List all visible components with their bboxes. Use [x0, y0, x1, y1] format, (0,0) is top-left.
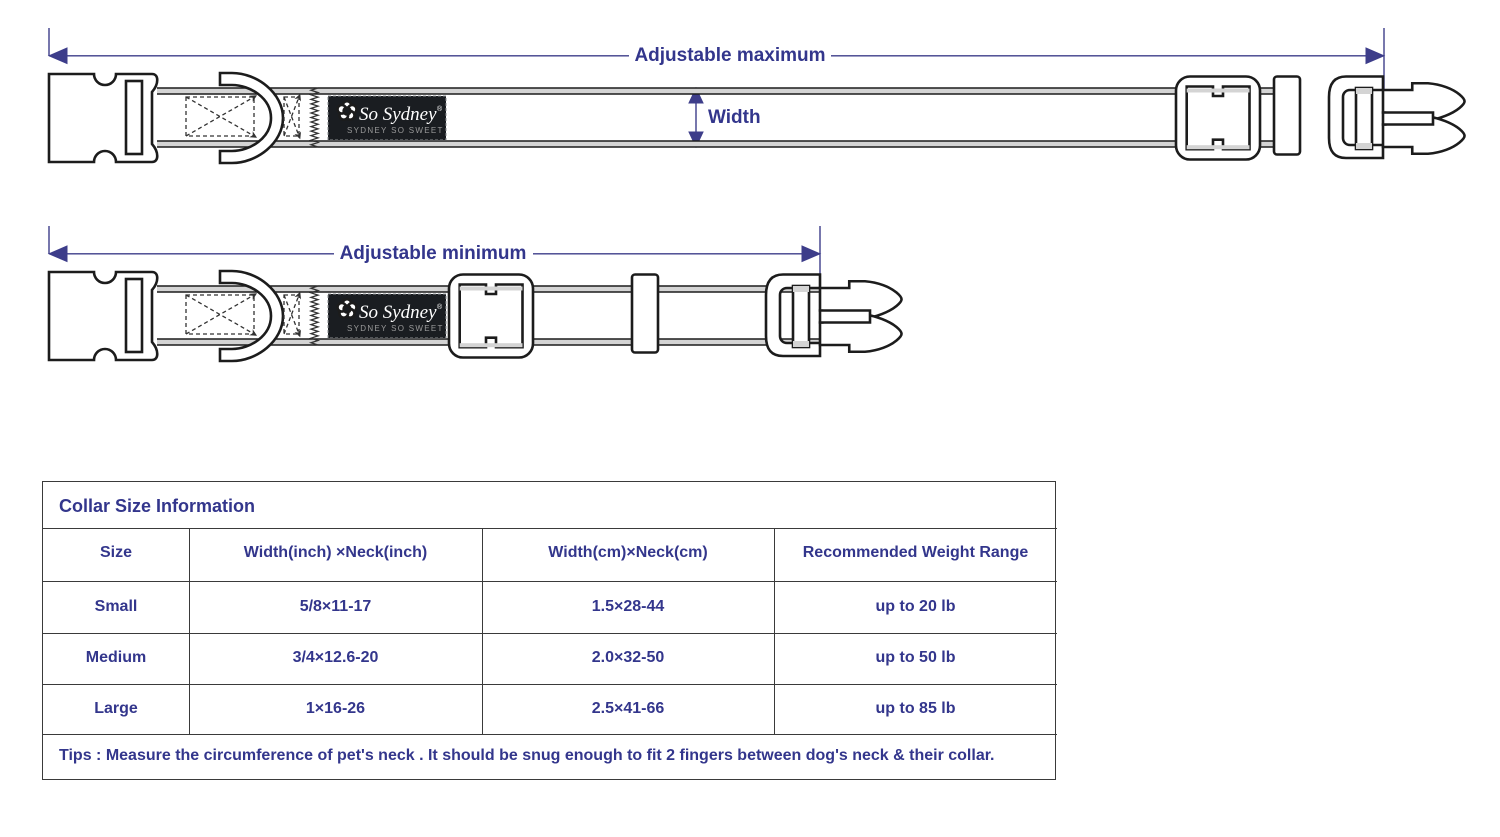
svg-text:Width: Width: [708, 107, 761, 128]
svg-text:®: ®: [437, 303, 443, 311]
svg-text:So Sydney: So Sydney: [359, 302, 437, 323]
svg-text:Adjustable maximum: Adjustable maximum: [634, 45, 825, 66]
svg-text:SYDNEY SO SWEET: SYDNEY SO SWEET: [347, 126, 444, 135]
svg-text:®: ®: [437, 105, 443, 113]
svg-text:SYDNEY SO SWEET: SYDNEY SO SWEET: [347, 324, 444, 333]
svg-text:So Sydney: So Sydney: [359, 104, 437, 125]
svg-text:Adjustable minimum: Adjustable minimum: [340, 243, 527, 264]
